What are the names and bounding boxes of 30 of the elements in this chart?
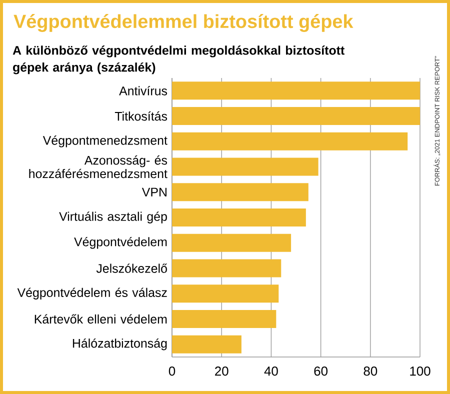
x-tick-label: 80 <box>364 366 378 376</box>
bar <box>172 259 282 278</box>
chart-title: Végpontvédelemmel biztosított gépek <box>14 14 354 32</box>
bar <box>172 208 306 227</box>
bar <box>172 82 420 100</box>
bar <box>172 284 279 303</box>
y-tick-label: Végpontmenedzsment <box>42 136 168 148</box>
bar <box>172 107 420 126</box>
y-tick-label: Virtuális asztali gép <box>59 212 167 224</box>
x-tick-label: 20 <box>215 366 228 376</box>
x-tick-label: 0 <box>168 366 176 376</box>
bar <box>172 158 318 176</box>
y-tick-label: Végpontvédelem és válasz <box>17 288 167 300</box>
x-tick-label: 40 <box>264 366 278 376</box>
y-tick-label: Kártevők elleni védelem <box>34 314 167 324</box>
bar <box>172 234 292 252</box>
bar <box>172 132 408 150</box>
x-tick-label: 100 <box>410 366 430 376</box>
bar <box>172 310 276 328</box>
y-tick-label: Titkosítás <box>114 111 168 121</box>
y-tick-label: Antivírus <box>119 86 168 96</box>
chart-subtitle: A különböző végpontvédelmi megoldásokkal biztosított gépek aránya (százalék) <box>12 46 345 74</box>
y-tick-label: Végpontvédelem <box>74 236 167 249</box>
bar <box>172 183 308 202</box>
y-tick-label: Jelszókezelő <box>96 264 167 273</box>
y-tick-label: Azonosság- és hozzáférésmenedzsment <box>29 155 168 178</box>
y-tick-label: Hálózatbiztonság <box>72 338 167 350</box>
y-tick-label: VPN <box>142 188 166 196</box>
bar <box>172 335 242 354</box>
x-tick-label: 60 <box>314 366 328 376</box>
